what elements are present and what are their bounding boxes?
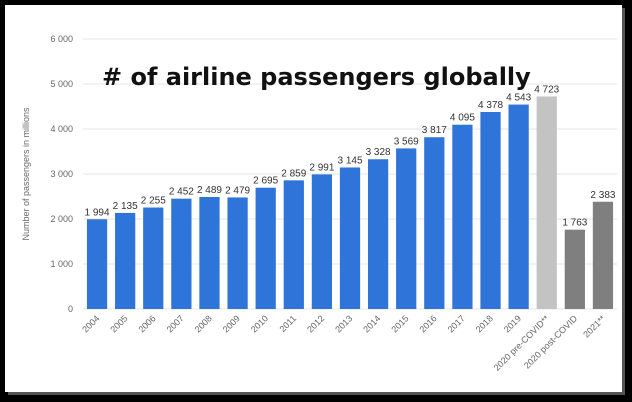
x-tick-label: 2020 post-COVID: [522, 313, 580, 371]
bar: [508, 104, 529, 309]
bar-value-label: 2 991: [309, 162, 334, 173]
bars: [86, 96, 614, 310]
x-tick-label: 2006: [136, 313, 157, 334]
bar-value-label: 2 479: [225, 185, 250, 196]
x-tick-label: 2013: [333, 313, 354, 334]
bar-value-label: 4 378: [478, 100, 503, 111]
bar: [339, 167, 361, 309]
bar-value-label: 4 095: [450, 113, 475, 124]
bar-value-label: 2 135: [113, 201, 138, 212]
x-tick-label: 2009: [221, 313, 242, 334]
bar-value-label: 2 859: [281, 168, 306, 179]
chart-frame: 0 1 000 2 000 3 000 4 000 5 000 6 000 Number o…: [5, 5, 622, 392]
bar-value-label: 3 569: [394, 136, 419, 147]
y-tick-label: 5 000: [50, 79, 73, 89]
x-tick-label: 2018: [474, 313, 495, 334]
bar-value-label: 3 328: [366, 147, 391, 158]
bar-chart: 0 1 000 2 000 3 000 4 000 5 000 6 000 Number o…: [21, 34, 617, 373]
x-tick-label: 2007: [165, 313, 186, 334]
bar: [592, 201, 614, 309]
bar: [227, 197, 248, 309]
bar: [452, 124, 473, 309]
bar-value-label: 3 145: [337, 155, 362, 166]
bar: [199, 196, 220, 309]
x-tick-label: 2010: [249, 313, 270, 334]
bar: [396, 148, 417, 309]
x-tick-label: 2004: [80, 313, 101, 334]
bar: [86, 219, 108, 309]
x-tick-label: 2008: [193, 313, 214, 334]
bar: [424, 137, 445, 309]
x-tick-label: 2017: [446, 313, 467, 334]
bar: [283, 180, 304, 309]
bar: [536, 96, 557, 309]
x-tick-label: 2021**: [581, 313, 608, 340]
x-tick-label: 2016: [417, 313, 438, 334]
y-tick-label: 3 000: [50, 169, 73, 179]
y-tick-label: 1 000: [50, 259, 73, 269]
bar-value-label: 2 452: [169, 187, 194, 198]
bar-value-label: 2 695: [253, 176, 278, 187]
y-tick-label: 2 000: [50, 214, 73, 224]
bar: [564, 229, 585, 309]
bar-value-label: 1 994: [85, 207, 110, 218]
bar-value-label: 2 255: [141, 196, 166, 207]
bar: [115, 212, 136, 309]
y-axis-label: Number of passengers in millions: [21, 107, 31, 241]
bar-value-label: 4 723: [534, 84, 559, 95]
y-axis-ticks: 0 1 000 2 000 3 000 4 000 5 000 6 000: [50, 34, 73, 314]
bar: [255, 187, 276, 309]
y-tick-label: 6 000: [50, 34, 73, 44]
y-tick-label: 0: [68, 304, 73, 314]
bar: [311, 174, 333, 309]
bar: [143, 207, 164, 309]
y-tick-label: 4 000: [50, 124, 73, 134]
x-tick-label: 2005: [108, 313, 129, 334]
x-tick-label: 2014: [361, 313, 382, 334]
chart-title: # of airline passengers globally: [102, 63, 531, 91]
x-tick-label: 2019: [502, 313, 523, 334]
bar-value-label: 2 383: [590, 190, 615, 201]
bar: [171, 198, 192, 309]
bar-value-label: 1 763: [562, 218, 587, 229]
x-tick-label: 2011: [277, 313, 298, 334]
x-axis-ticks: 2004 2005 2006 2007 2008 2009 2010 2011 2012 2013…: [80, 313, 607, 373]
bar: [367, 159, 389, 309]
x-tick-label: 2012: [305, 313, 326, 334]
bar-value-label: 3 817: [422, 125, 447, 136]
bar-value-label: 4 543: [506, 93, 531, 104]
bar: [480, 111, 501, 310]
bar-value-label: 2 489: [197, 185, 222, 196]
x-tick-label: 2015: [389, 313, 410, 334]
